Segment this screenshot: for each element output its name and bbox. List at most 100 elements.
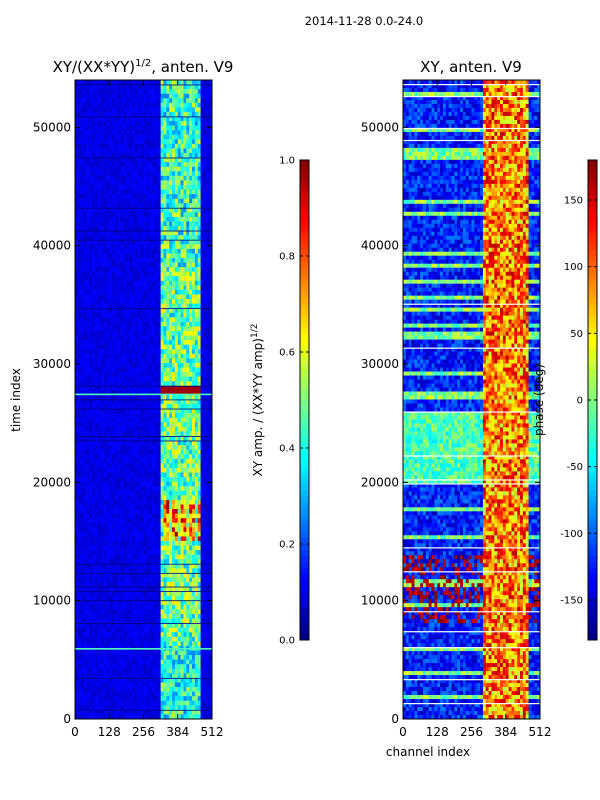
- amplitude-cell: [109, 340, 113, 346]
- amplitude-cell: [132, 422, 136, 428]
- amplitude-cell: [197, 340, 201, 346]
- amplitude-cell: [126, 335, 130, 341]
- amplitude-cell: [123, 463, 127, 469]
- amplitude-cell: [86, 504, 90, 510]
- amplitude-cell: [86, 372, 90, 378]
- amplitude-cell: [97, 518, 102, 524]
- amplitude-cell: [129, 381, 133, 387]
- amplitude-cell: [146, 376, 150, 382]
- amplitude-cell: [140, 531, 144, 537]
- amplitude-cell: [94, 481, 99, 487]
- amplitude-cell: [172, 276, 176, 282]
- amplitude-cell: [106, 358, 110, 364]
- amplitude-cell: [75, 467, 79, 473]
- amplitude-cell: [183, 431, 187, 437]
- amplitude-cell: [157, 230, 162, 236]
- amplitude-cell: [80, 121, 84, 127]
- amplitude-cell: [126, 449, 130, 455]
- amplitude-cell: [114, 184, 119, 190]
- amplitude-cell: [183, 226, 187, 232]
- amplitude-cell: [154, 93, 159, 99]
- amplitude-cell: [183, 157, 187, 163]
- amplitude-cell: [194, 221, 199, 227]
- amplitude-cell: [194, 198, 199, 204]
- amplitude-cell: [154, 362, 159, 368]
- amplitude-cell: [200, 458, 204, 464]
- amplitude-cell: [77, 308, 82, 314]
- amplitude-cell: [209, 171, 213, 177]
- amplitude-cell: [86, 244, 90, 250]
- amplitude-cell: [112, 317, 116, 323]
- amplitude-cell: [192, 436, 196, 441]
- amplitude-cell: [100, 153, 104, 158]
- amplitude-cell: [97, 289, 102, 295]
- amplitude-cell: [83, 84, 87, 90]
- amplitude-cell: [112, 477, 116, 483]
- amplitude-cell: [75, 107, 79, 113]
- amplitude-cell: [209, 107, 213, 113]
- amplitude-cell: [80, 166, 84, 172]
- amplitude-cell: [160, 536, 164, 542]
- amplitude-cell: [180, 102, 184, 108]
- amplitude-cell: [143, 162, 147, 168]
- amplitude-cell: [100, 486, 104, 492]
- amplitude-cell: [137, 399, 142, 405]
- amplitude-cell: [132, 335, 136, 341]
- amplitude-cell: [89, 349, 93, 355]
- amplitude-cell: [183, 162, 187, 168]
- amplitude-cell: [114, 413, 119, 419]
- amplitude-cell: [160, 522, 164, 528]
- amplitude-cell: [174, 440, 179, 446]
- amplitude-cell: [186, 212, 190, 218]
- amplitude-cell: [154, 454, 159, 460]
- amplitude-cell: [109, 262, 113, 268]
- amplitude-cell: [154, 194, 159, 200]
- amplitude-cell: [154, 385, 159, 391]
- amplitude-cell: [183, 308, 187, 314]
- amplitude-cell: [103, 84, 107, 90]
- amplitude-cell: [183, 221, 187, 227]
- amplitude-cell: [100, 349, 104, 355]
- amplitude-cell: [206, 271, 210, 277]
- amplitude-cell: [209, 139, 213, 145]
- amplitude-cell: [149, 189, 153, 195]
- amplitude-cell: [97, 513, 102, 519]
- amplitude-cell: [203, 326, 207, 332]
- amplitude-cell: [129, 458, 133, 464]
- amplitude-cell: [77, 271, 82, 277]
- amplitude-cell: [160, 226, 164, 232]
- amplitude-cell: [174, 436, 179, 441]
- amplitude-cell: [172, 130, 176, 136]
- amplitude-cell: [75, 527, 79, 533]
- amplitude-cell: [209, 111, 213, 117]
- amplitude-cell: [172, 495, 176, 501]
- amplitude-cell: [140, 139, 144, 145]
- amplitude-cell: [112, 481, 116, 487]
- amplitude-cell: [106, 285, 110, 291]
- amplitude-cell: [152, 294, 156, 300]
- amplitude-cell: [100, 111, 104, 117]
- amplitude-cell: [209, 385, 213, 391]
- amplitude-cell: [192, 189, 196, 195]
- amplitude-cell: [100, 180, 104, 186]
- amplitude-cell: [117, 550, 122, 556]
- amplitude-cell: [186, 331, 190, 336]
- amplitude-cell: [80, 207, 84, 213]
- amplitude-cell: [77, 280, 82, 286]
- amplitude-cell: [143, 463, 147, 469]
- amplitude-cell: [75, 276, 79, 282]
- amplitude-cell: [112, 422, 116, 428]
- amplitude-cell: [100, 80, 104, 85]
- amplitude-cell: [157, 153, 162, 158]
- amplitude-cell: [83, 358, 87, 364]
- amplitude-cell: [177, 312, 182, 318]
- amplitude-cell: [129, 513, 133, 519]
- amplitude-cell: [83, 353, 87, 359]
- amplitude-cell: [143, 422, 147, 428]
- amplitude-cell: [129, 308, 133, 314]
- amplitude-cell: [114, 253, 119, 259]
- amplitude-cell: [172, 289, 176, 295]
- amplitude-cell: [86, 472, 90, 478]
- amplitude-cell: [149, 80, 153, 85]
- amplitude-cell: [197, 125, 201, 131]
